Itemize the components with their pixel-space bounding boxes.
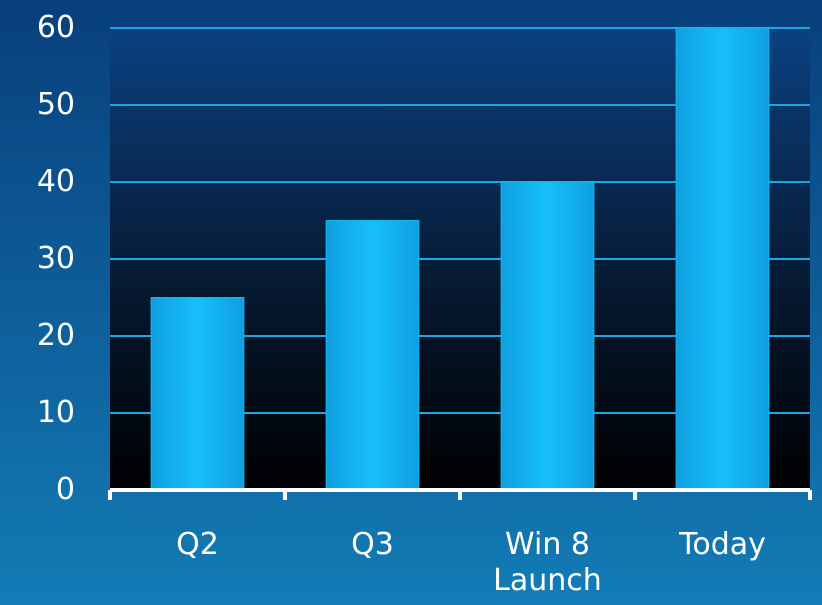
y-tick-label: 30 — [37, 241, 75, 276]
bar — [150, 297, 245, 491]
x-tick-label: Q3 — [351, 527, 394, 562]
y-tick-label: 40 — [37, 164, 75, 199]
y-tick-label: 0 — [56, 472, 75, 507]
x-tick-label: Q2 — [176, 527, 219, 562]
bar — [675, 27, 770, 491]
y-tick-label: 60 — [37, 10, 75, 45]
bar — [500, 181, 595, 491]
x-tick-label: Win 8 Launch — [493, 527, 602, 598]
bar — [325, 220, 420, 491]
y-tick-label: 50 — [37, 87, 75, 122]
x-tick-label: Today — [678, 527, 766, 562]
y-tick-label: 10 — [37, 395, 75, 430]
y-tick-label: 20 — [37, 318, 75, 353]
